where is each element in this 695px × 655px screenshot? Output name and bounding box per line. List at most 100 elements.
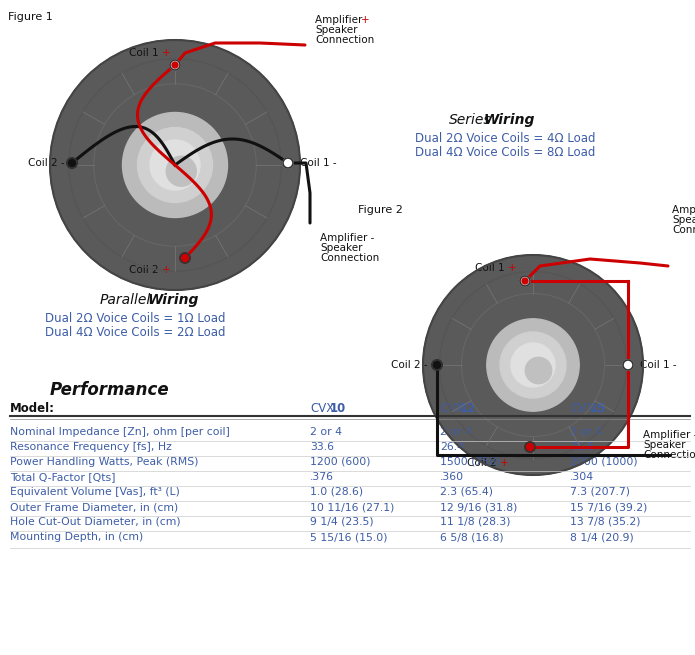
Circle shape	[423, 255, 643, 475]
Text: Amplifier -: Amplifier -	[320, 233, 375, 243]
Text: Coil 2 -: Coil 2 -	[28, 158, 65, 168]
Circle shape	[138, 128, 213, 202]
Circle shape	[138, 128, 213, 202]
Text: Mounting Depth, in (cm): Mounting Depth, in (cm)	[10, 532, 143, 542]
Circle shape	[59, 48, 291, 281]
Text: 2 or 4: 2 or 4	[440, 427, 472, 437]
Text: Total Q-Factor [Qts]: Total Q-Factor [Qts]	[10, 472, 115, 482]
Text: Performance: Performance	[50, 381, 170, 399]
Text: Series: Series	[449, 113, 491, 127]
Text: Dual 4Ω Voice Coils = 2Ω Load: Dual 4Ω Voice Coils = 2Ω Load	[45, 326, 225, 339]
Text: Coil 1: Coil 1	[129, 48, 162, 58]
Text: Coil 2: Coil 2	[467, 458, 500, 468]
Text: CVX: CVX	[570, 402, 594, 415]
Text: Speaker: Speaker	[315, 25, 357, 35]
Circle shape	[623, 360, 633, 370]
Circle shape	[50, 40, 300, 290]
Text: 15 7/16 (39.2): 15 7/16 (39.2)	[570, 502, 647, 512]
Circle shape	[122, 113, 227, 217]
Text: +: +	[162, 48, 171, 58]
Circle shape	[511, 343, 555, 387]
Text: CVX: CVX	[310, 402, 334, 415]
Text: 12 9/16 (31.8): 12 9/16 (31.8)	[440, 502, 517, 512]
Text: 2 or 4: 2 or 4	[570, 427, 602, 437]
Circle shape	[150, 140, 200, 190]
Text: 8 1/4 (20.9): 8 1/4 (20.9)	[570, 532, 634, 542]
Circle shape	[525, 357, 552, 384]
Text: Speaker: Speaker	[672, 215, 695, 225]
Text: Connection: Connection	[315, 35, 374, 45]
Text: Parallel: Parallel	[100, 293, 152, 307]
Text: Model:: Model:	[10, 402, 55, 415]
Circle shape	[110, 100, 240, 230]
Circle shape	[122, 113, 227, 217]
Text: +: +	[162, 265, 171, 275]
Text: 2.3 (65.4): 2.3 (65.4)	[440, 487, 493, 497]
Text: +: +	[508, 263, 516, 273]
Text: 10: 10	[330, 402, 346, 415]
Circle shape	[450, 282, 616, 447]
Circle shape	[150, 140, 200, 190]
Text: 13 7/8 (35.2): 13 7/8 (35.2)	[570, 517, 641, 527]
Circle shape	[520, 276, 530, 286]
Circle shape	[461, 293, 605, 436]
Text: Wiring: Wiring	[148, 293, 199, 307]
Text: .360: .360	[440, 472, 464, 482]
Text: Amplifier: Amplifier	[315, 15, 366, 25]
Text: Figure 2: Figure 2	[358, 205, 403, 215]
Text: Amplifier -: Amplifier -	[643, 430, 695, 440]
Text: Coil 1 -: Coil 1 -	[300, 158, 336, 168]
Text: Coil 2 -: Coil 2 -	[391, 360, 428, 370]
Circle shape	[520, 352, 546, 378]
Text: 2000 (1000): 2000 (1000)	[570, 457, 637, 467]
Circle shape	[170, 60, 180, 70]
Text: Speaker: Speaker	[320, 243, 363, 253]
Text: Coil 2: Coil 2	[129, 265, 162, 275]
Circle shape	[525, 442, 535, 452]
Text: 21.5: 21.5	[570, 442, 594, 452]
Text: Dual 4Ω Voice Coils = 8Ω Load: Dual 4Ω Voice Coils = 8Ω Load	[415, 147, 596, 160]
Text: 10 11/16 (27.1): 10 11/16 (27.1)	[310, 502, 394, 512]
Circle shape	[431, 263, 635, 467]
Text: Nominal Impedance [Zn], ohm [per coil]: Nominal Impedance [Zn], ohm [per coil]	[10, 427, 230, 437]
Text: 7.3 (207.7): 7.3 (207.7)	[570, 487, 630, 497]
Circle shape	[432, 360, 442, 370]
Text: .376: .376	[310, 472, 334, 482]
Circle shape	[500, 332, 566, 398]
Circle shape	[486, 319, 579, 411]
Text: 6 5/8 (16.8): 6 5/8 (16.8)	[440, 532, 504, 542]
Text: Hole Cut-Out Diameter, in (cm): Hole Cut-Out Diameter, in (cm)	[10, 517, 181, 527]
Text: Coil 1 -: Coil 1 -	[640, 360, 677, 370]
Text: Dual 2Ω Voice Coils = 1Ω Load: Dual 2Ω Voice Coils = 1Ω Load	[45, 312, 225, 324]
Text: Connection: Connection	[320, 253, 379, 263]
Circle shape	[69, 59, 281, 271]
Text: Power Handling Watts, Peak (RMS): Power Handling Watts, Peak (RMS)	[10, 457, 199, 467]
Circle shape	[160, 150, 190, 180]
Circle shape	[500, 332, 566, 398]
Text: Outer Frame Diameter, in (cm): Outer Frame Diameter, in (cm)	[10, 502, 178, 512]
Text: 15: 15	[590, 402, 606, 415]
Circle shape	[522, 278, 528, 284]
Circle shape	[476, 308, 590, 422]
Text: .304: .304	[570, 472, 594, 482]
Circle shape	[81, 71, 269, 259]
Circle shape	[511, 343, 555, 387]
Text: 12: 12	[460, 402, 476, 415]
Text: Speaker: Speaker	[643, 440, 685, 450]
Text: Amplifier: Amplifier	[672, 205, 695, 215]
Text: Equivalent Volume [Vas], ft³ (L): Equivalent Volume [Vas], ft³ (L)	[10, 487, 180, 497]
Text: 1200 (600): 1200 (600)	[310, 457, 370, 467]
Text: Dual 2Ω Voice Coils = 4Ω Load: Dual 2Ω Voice Coils = 4Ω Load	[415, 132, 596, 145]
Circle shape	[166, 157, 196, 186]
Text: Figure 1: Figure 1	[8, 12, 53, 22]
Text: +: +	[361, 15, 370, 25]
Text: Coil 1: Coil 1	[475, 263, 508, 273]
Circle shape	[94, 84, 256, 246]
Text: 1500 (750): 1500 (750)	[440, 457, 500, 467]
Text: 33.6: 33.6	[310, 442, 334, 452]
Text: Wiring: Wiring	[484, 113, 535, 127]
Circle shape	[180, 253, 190, 263]
Circle shape	[172, 62, 178, 68]
Circle shape	[439, 272, 626, 458]
Text: 9 1/4 (23.5): 9 1/4 (23.5)	[310, 517, 374, 527]
